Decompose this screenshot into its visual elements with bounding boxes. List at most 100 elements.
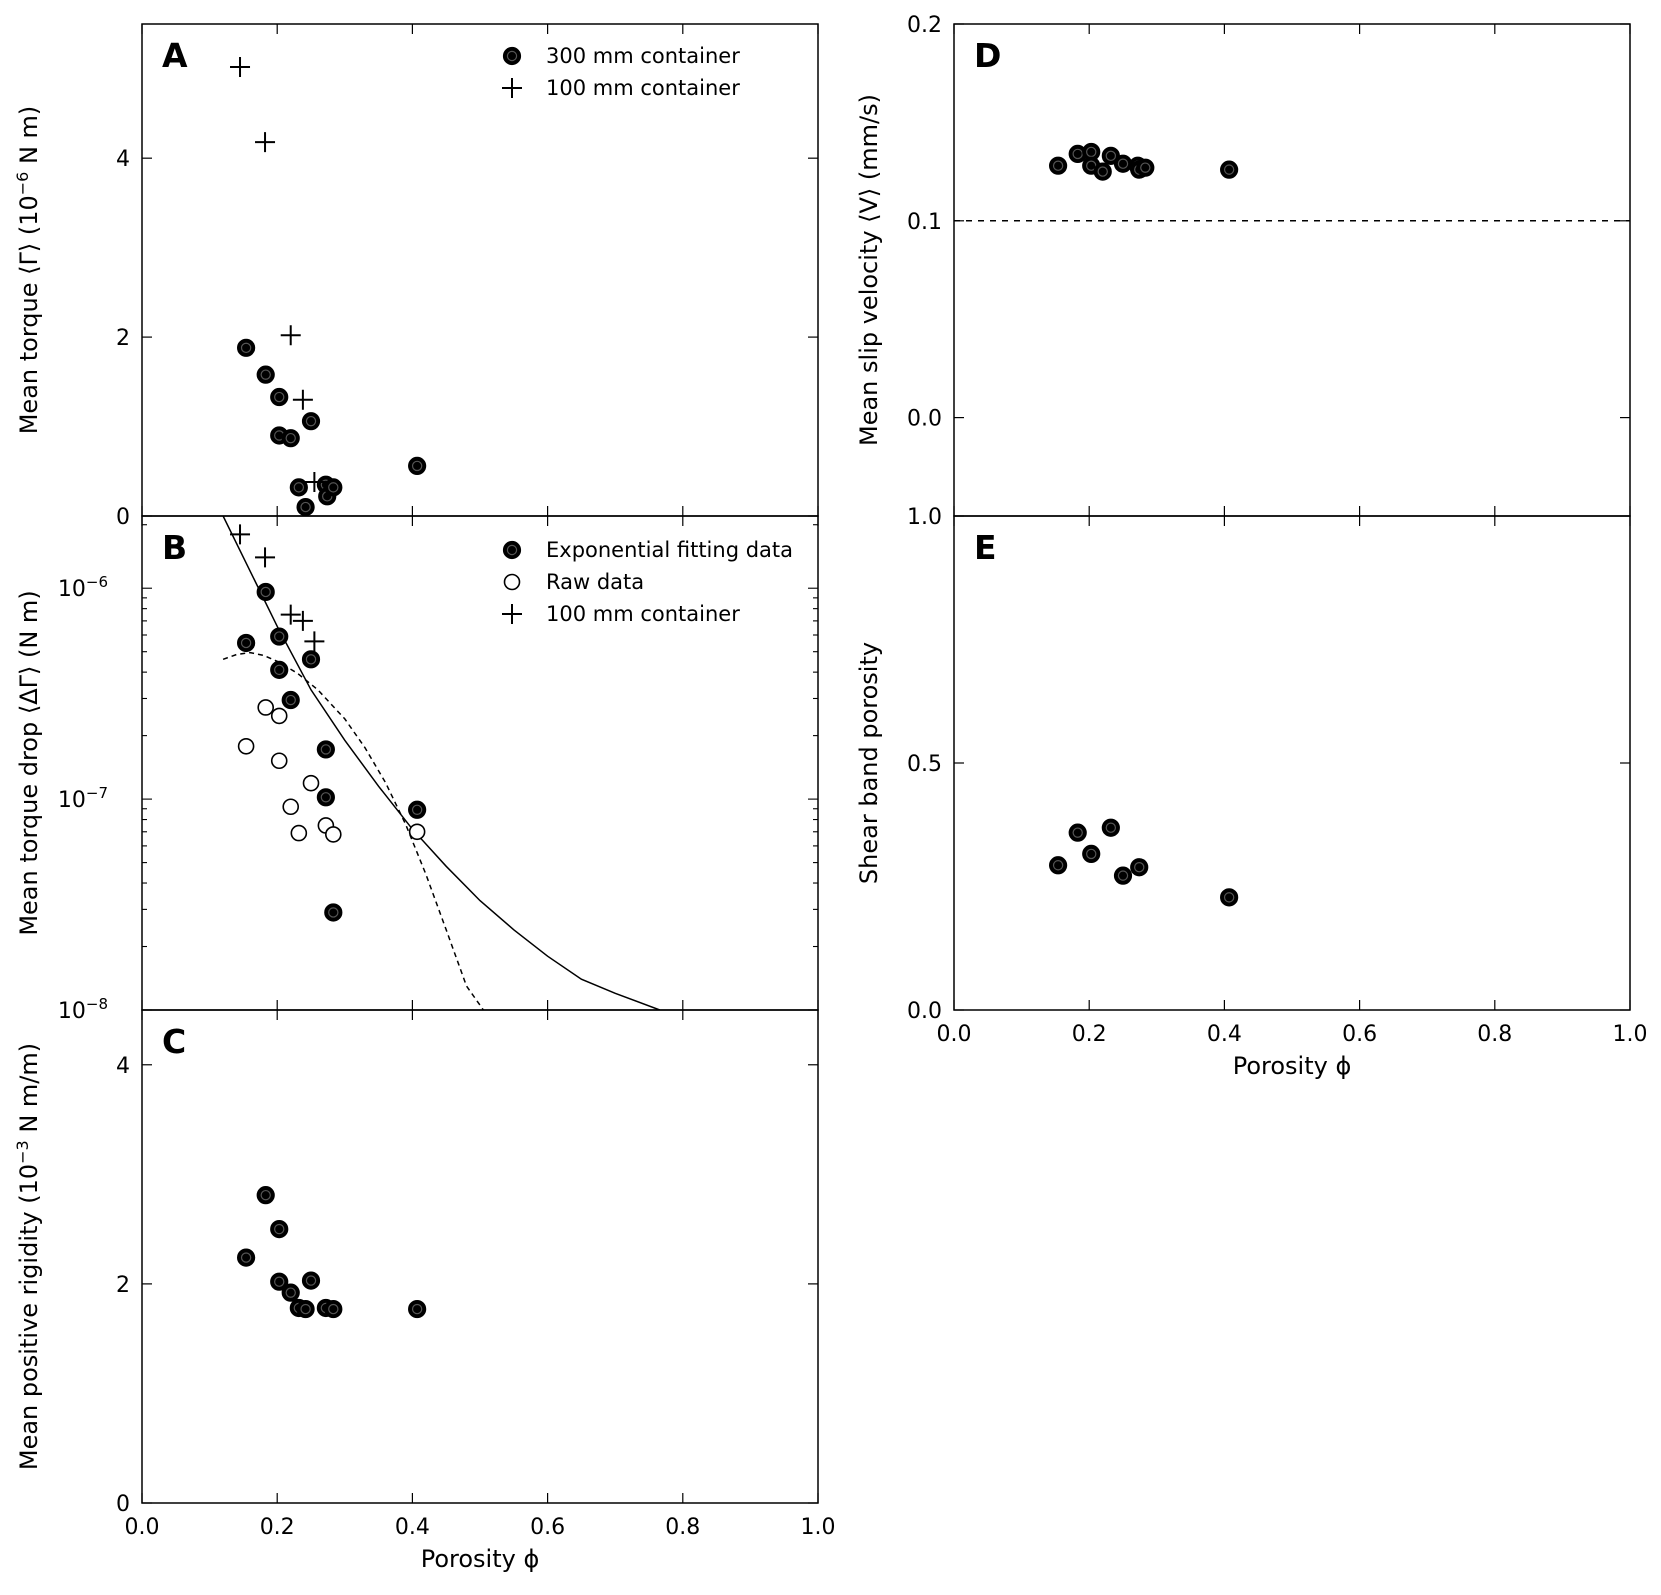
- panel-B-point-outer: [256, 582, 275, 602]
- panel-E-xlabel: Porosity ϕ: [1233, 1052, 1352, 1080]
- panel-C-point-ring: [274, 1276, 285, 1287]
- panel-B-point: [324, 903, 343, 922]
- panel-D-point-ring: [1097, 166, 1108, 177]
- panel-E-xtick-label: 0.0: [937, 1022, 972, 1047]
- panel-B-point: [290, 824, 308, 842]
- panel-B-point-outer: [324, 903, 343, 922]
- panel-B-point: [302, 774, 320, 792]
- panel-A-letter: A: [162, 36, 188, 75]
- panel-B-point: [270, 752, 288, 770]
- panel-A-point: [296, 497, 315, 516]
- panel-B-point: [237, 737, 255, 755]
- panel-C-xtick-label: 0.8: [665, 1515, 700, 1540]
- panel-C-ylabel: Mean positive rigidity (10−3 N m/m): [13, 1043, 43, 1470]
- panel-A-point-outer: [408, 456, 427, 476]
- panel-E-point-outer: [1101, 818, 1120, 837]
- panel-D: 0.0 0.1 0.2 Mean slip velocity ⟨V⟩ (mm/s) D: [855, 13, 1631, 517]
- panel-E-point-outer: [1049, 856, 1068, 875]
- panel-C-point-outer: [256, 1186, 275, 1205]
- panel-D-point-ring: [1105, 150, 1117, 162]
- panel-C-point: [281, 1283, 300, 1302]
- panel-B-series-1: [237, 699, 426, 843]
- panel-A-point-ring: [285, 432, 296, 444]
- panel-E-ylabel: Shear band porosity: [855, 642, 883, 884]
- panel-C-point: [270, 1220, 289, 1239]
- panel-B-series-0: [237, 582, 427, 922]
- panel-A-point: [256, 365, 275, 384]
- panel-C-series-0: [237, 1186, 427, 1319]
- panel-D-frame: [953, 23, 1631, 517]
- panel-A-series-1: [230, 56, 325, 493]
- panel-D-point-outer: [1093, 162, 1112, 181]
- panel-B-point: [292, 610, 313, 631]
- panel-C-content: [237, 1186, 427, 1319]
- panel-A-point: [230, 56, 251, 77]
- panel-D-ytick-label: 0.0: [907, 407, 942, 432]
- panel-B-point-outer: [316, 788, 335, 807]
- panel-C-point-ring: [305, 1275, 317, 1286]
- panel-B-point-ring: [274, 664, 285, 676]
- panel-C-point-outer: [301, 1271, 321, 1290]
- panel-B-point: [280, 604, 301, 625]
- panel-B-point: [301, 650, 321, 669]
- panel-C-point-outer: [408, 1299, 427, 1319]
- panel-A-legend-label: 100 mm container: [546, 76, 740, 100]
- panel-E-ytick-label: 0.0: [907, 999, 942, 1024]
- panel-D-point: [1220, 160, 1239, 179]
- panel-B-point: [256, 582, 275, 602]
- panel-D-point-ring: [1086, 146, 1097, 158]
- panel-C: 0.0 0.2 0.4 0.6 0.8 1.0 0 2 4 Mean positive rigid…: [13, 1009, 836, 1573]
- panel-C-ytick-label: 0: [116, 1492, 130, 1517]
- panel-B-point-outer: [408, 800, 427, 819]
- panel-C-xtick-label: 0.4: [395, 1515, 430, 1540]
- panel-B-legend-marker-ring: [506, 544, 518, 556]
- panel-B-point: [237, 633, 256, 653]
- panel-C-xtick-label: 0.6: [530, 1515, 565, 1540]
- panel-D-point: [1093, 162, 1112, 181]
- panel-B-point-outer: [270, 660, 289, 679]
- panel-C-point-outer: [324, 1299, 343, 1319]
- panel-E-point: [1068, 823, 1087, 842]
- panel-A-point: [292, 389, 313, 410]
- panel-A-content: [230, 56, 427, 516]
- panel-A-point-outer: [237, 338, 256, 357]
- panel-B-point: [316, 788, 335, 807]
- panel-B-legend-marker-outer: [502, 540, 522, 560]
- panel-D-point-outer: [1136, 158, 1155, 177]
- panel-E-xtick-label: 1.0: [1613, 1022, 1648, 1047]
- panel-A-ytick-label: 0: [116, 505, 130, 530]
- panel-A-legend-marker-outer: [502, 46, 522, 66]
- panel-B-fit-line-dashed: [222, 651, 485, 1010]
- panel-B-legend-label: 100 mm container: [546, 602, 740, 626]
- panel-B-point-outer: [237, 633, 256, 653]
- panel-C-point-outer: [281, 1283, 300, 1302]
- panel-B-point: [408, 800, 427, 819]
- panel-A-point-outer: [301, 412, 321, 431]
- panel-A-point: [270, 387, 289, 407]
- panel-A-ytick-label: 2: [116, 326, 130, 351]
- panel-B-point: [281, 690, 300, 710]
- panel-A-point: [324, 478, 343, 497]
- panel-A: 0 2 4 Mean torque ⟨Γ⟩ (10−6 N m) A 300 mm con…: [13, 23, 819, 530]
- panel-C-xtick-label: 1.0: [801, 1515, 836, 1540]
- panel-B-point: [270, 707, 288, 725]
- panel-B-point: [257, 699, 275, 716]
- panel-E-point-ring: [1052, 860, 1064, 871]
- panel-E-series-0: [1049, 818, 1239, 907]
- panel-C-point: [256, 1186, 275, 1205]
- panel-E-point: [1082, 844, 1101, 863]
- panel-A-legend: 300 mm container 100 mm container: [502, 44, 740, 100]
- panel-B-point: [304, 631, 325, 652]
- panel-B-point: [255, 547, 276, 568]
- panel-C-point-ring: [274, 1223, 285, 1235]
- panel-D-letter: D: [974, 36, 1001, 75]
- panel-C-point: [270, 1272, 289, 1291]
- panel-D-point-outer: [1220, 160, 1239, 179]
- panel-A-point-outer: [270, 387, 289, 407]
- panel-A-point-ring: [240, 342, 252, 354]
- panel-A-point-ring: [305, 415, 317, 427]
- panel-B-point-ring: [240, 637, 252, 649]
- panel-E-frame: [953, 515, 1631, 1011]
- panel-A-point: [289, 478, 308, 497]
